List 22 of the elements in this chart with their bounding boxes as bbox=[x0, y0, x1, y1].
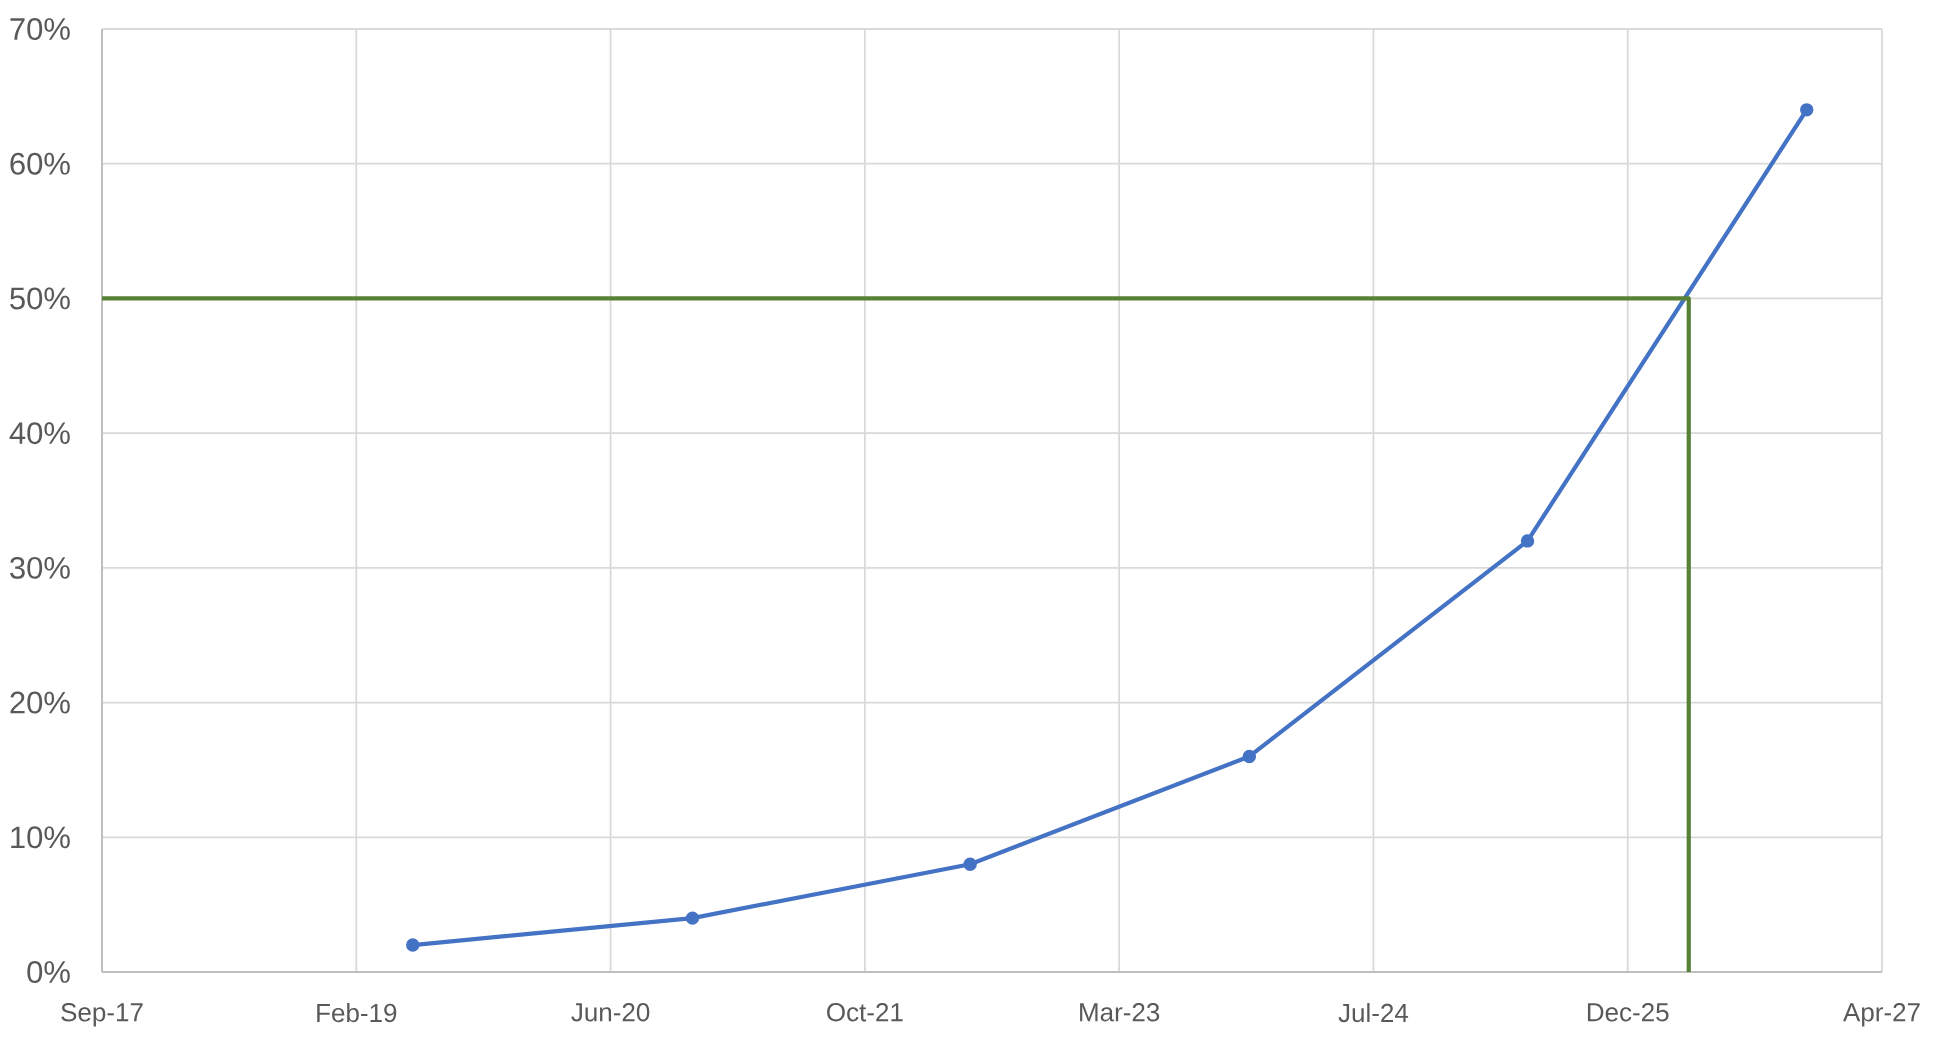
x-tick-label: Sep-17 bbox=[61, 1003, 143, 1027]
y-tick-label: 30% bbox=[10, 556, 70, 579]
point bbox=[1242, 749, 1257, 764]
x-tick-label: Mar-23 bbox=[1080, 1003, 1160, 1022]
x-tick-label: Oct-21 bbox=[827, 1003, 903, 1022]
point bbox=[685, 911, 700, 925]
y-tick-label: 20% bbox=[10, 691, 70, 714]
x-tick-label: Jun-20 bbox=[571, 1003, 650, 1022]
point bbox=[406, 938, 420, 952]
point bbox=[1520, 534, 1535, 548]
point bbox=[963, 857, 977, 871]
y-tick-label: 50% bbox=[10, 287, 70, 310]
x-tick-label: Feb-19 bbox=[317, 1003, 397, 1023]
x-tick-label: Apr-27 bbox=[1843, 1003, 1920, 1027]
y-tick-label: 60% bbox=[10, 152, 70, 175]
x-tick-label: Dec-25 bbox=[1587, 1003, 1669, 1022]
y-tick-label: 40% bbox=[9, 422, 70, 445]
y-tick-label: 0% bbox=[27, 961, 70, 983]
point bbox=[1800, 103, 1814, 117]
x-tick-label: Jul-24 bbox=[1338, 1003, 1409, 1023]
y-tick-label: 10% bbox=[11, 826, 70, 849]
y-tick-label: 70% bbox=[10, 18, 70, 40]
